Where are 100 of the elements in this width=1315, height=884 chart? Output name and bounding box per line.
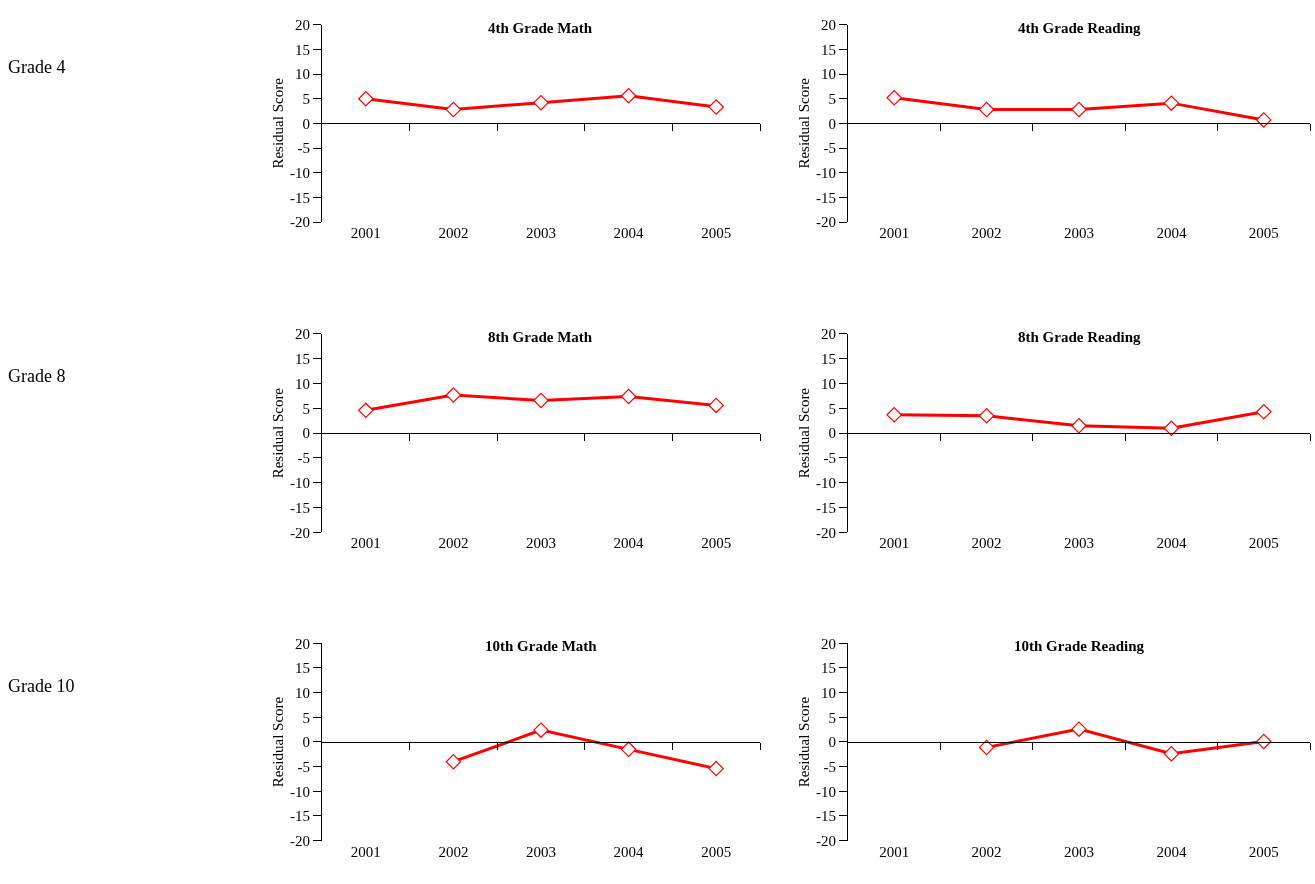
y-tick-label: -15 [816,808,836,825]
y-tick-label: -5 [823,758,836,775]
x-tick-label: 2004 [1156,225,1187,242]
y-tick-label: 10 [295,66,310,83]
y-tick-label: 10 [821,375,836,392]
y-tick-label: 20 [295,635,310,652]
y-tick-label: 10 [295,375,310,392]
point [358,90,374,107]
x-tick-label: 2005 [701,535,732,552]
point [1071,417,1087,434]
y-tick-label: -5 [297,140,310,157]
text: Grade 4 [8,57,66,77]
point [978,101,995,118]
y-tick-label: -10 [816,475,836,491]
y-tick-label: 15 [821,41,836,58]
chart-title: 4th Grade Math [488,20,593,36]
y-tick-label: 15 [821,351,836,368]
y-tick-label: 20 [821,635,836,652]
y-tick-label: -10 [816,783,836,800]
y-axis-title: Residual Score [270,696,287,788]
y-tick-label: 20 [295,16,310,33]
x-tick-label: 2002 [971,225,1002,242]
y-tick-label: -15 [290,189,310,206]
x-tick-label: 2002 [438,535,469,552]
x-tick-label: 2004 [1156,843,1187,860]
point [620,87,637,104]
x-tick-label: 2005 [701,225,732,242]
point [1163,746,1180,762]
y-tick-label: -5 [823,450,836,467]
y-tick-label: -20 [816,214,836,231]
x-tick-label: 2001 [879,535,910,552]
text: Grade 8 [8,366,66,386]
y-tick-label: 5 [828,90,836,107]
y-tick-label: -10 [290,164,310,181]
y-tick-label: 10 [821,66,836,83]
y-tick-label: 0 [302,734,310,751]
x-tick-label: 2004 [613,535,645,552]
y-tick-label: 20 [821,16,836,33]
y-tick-label: 15 [821,660,836,677]
point [1256,733,1272,750]
y-tick-label: 5 [302,90,310,107]
x-tick-label: 2002 [438,843,469,860]
x-tick-label: 2003 [1064,843,1094,860]
y-tick-label: 5 [828,400,836,417]
y-tick-label: -15 [816,189,836,206]
point [1071,101,1087,118]
point [445,753,462,770]
y-tick-label: -10 [290,475,310,491]
point [886,407,902,423]
y-tick-label: -5 [297,758,310,775]
y-tick-label: -5 [297,450,310,467]
y-tick-label: 15 [295,351,310,368]
y-tick-label: 0 [828,425,836,442]
x-tick-label: 2001 [879,843,910,860]
point [620,388,637,405]
y-axis-title: Residual Score [270,77,287,169]
y-tick-label: 10 [295,684,310,701]
y-axis-title: Residual Score [796,77,813,169]
y-tick-label: -5 [823,140,836,157]
point [620,741,637,758]
point [1256,404,1272,420]
chart-title: 4th Grade Reading [1018,20,1141,36]
y-tick-label: -15 [290,499,310,516]
y-tick-label: -20 [816,832,836,849]
y-tick-label: 5 [302,400,310,417]
y-tick-label: -20 [290,214,310,231]
y-tick-label: -15 [816,499,836,516]
point [1071,721,1087,737]
point [445,101,462,118]
chart-title: 8th Grade Reading [1018,329,1141,345]
point [533,94,549,111]
chart-title: 8th Grade Math [488,329,593,345]
x-tick-label: 2002 [438,225,469,242]
point [708,397,724,414]
y-tick-label: 5 [828,709,836,726]
y-tick-label: 5 [302,709,310,726]
x-tick-label: 2003 [1064,225,1094,242]
y-tick-label: 0 [828,734,836,751]
y-tick-label: 10 [821,684,836,701]
y-tick-label: 15 [295,660,310,677]
x-tick-label: 2003 [1064,535,1094,552]
point [886,89,902,106]
point [358,402,374,419]
y-tick-label: -15 [290,808,310,825]
x-tick-label: 2002 [971,843,1002,860]
y-tick-label: -20 [290,524,310,541]
point [978,739,995,756]
x-tick-label: 2005 [1248,843,1279,860]
x-tick-label: 2004 [1156,535,1187,552]
x-tick-label: 2003 [526,225,556,242]
y-tick-label: -20 [816,524,836,541]
y-tick-label: 15 [295,41,310,58]
x-tick-label: 2001 [350,225,381,242]
x-tick-label: 2001 [350,843,381,860]
y-axis-title: Residual Score [270,387,287,479]
y-tick-label: 0 [302,425,310,442]
y-axis-title: Residual Score [796,696,813,788]
chart-title: 10th Grade Math [485,638,598,654]
point [978,408,995,424]
y-tick-label: -10 [290,783,310,800]
